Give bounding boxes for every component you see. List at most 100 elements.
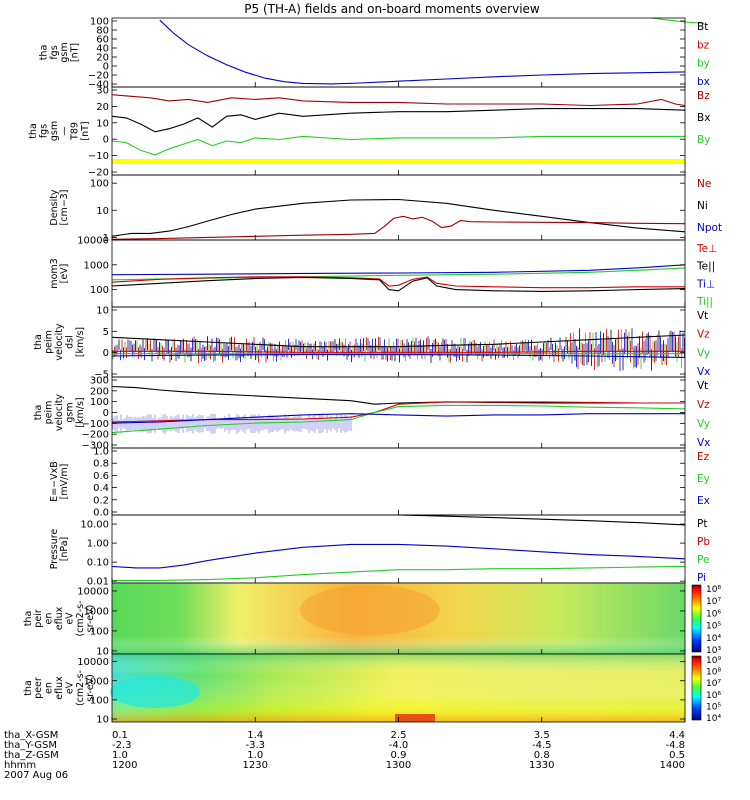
legend-entry-Ey: Ey (697, 473, 710, 485)
colorbar-tick-label: 10⁷ (706, 679, 721, 689)
y-axis-label: Pressure (49, 529, 60, 570)
y-axis-label: velocity (54, 394, 65, 432)
y-axis-label: [km/s] (75, 327, 86, 357)
ephemeris-value: -2.3 (112, 740, 132, 751)
y-tick-label: −200 (82, 430, 109, 441)
spectrogram-peak (300, 585, 440, 635)
y-tick-label: 0.01 (87, 577, 109, 588)
y-axis-label: velocity (54, 323, 65, 361)
ephemeris-value: 1.4 (247, 730, 263, 741)
y-axis-label: eV (64, 612, 75, 625)
series-line-Vz (112, 350, 685, 353)
y-tick-label: 40 (96, 44, 109, 55)
legend-entry-Te⊥: Te⊥ (696, 243, 717, 255)
y-axis-label: [cm−3] (59, 190, 70, 226)
y-tick-label: 1.0 (93, 447, 109, 458)
panel-mom_temp: 10000 1000 100 mom3 [eV] Te⊥ Te|| Ti⊥ Ti|| (49, 236, 717, 309)
y-tick-label: 100 (90, 397, 109, 408)
ephemeris-row-label: tha_X-GSM (4, 730, 58, 741)
legend-entry-Vz: Vz (697, 399, 710, 411)
ephemeris-value: 0.1 (112, 730, 128, 741)
panel-pressure: 10.00 1.00 0.10 0.01 Pressure [nPa] Pt Pb Pe Pi (49, 514, 710, 588)
panel-fgs_detrend: 30 20 10 0 −10 −20 tha fgs gsm — T89 [nT] Bz Bx By (28, 86, 710, 179)
series-line-Pi (111, 543, 686, 569)
legend-entry-Ne: Ne (697, 178, 711, 190)
y-tick-label: 0.2 (93, 495, 109, 506)
y-tick-label: 10 (96, 715, 109, 726)
ephemeris-value: 0.5 (669, 750, 685, 761)
ephemeris-value: 3.5 (534, 730, 550, 741)
series-line-Te⊥ (111, 276, 685, 289)
series-line-Vx (111, 354, 686, 358)
series-line-Vt (111, 334, 686, 348)
colorbar-tick-label: 10⁴ (706, 634, 721, 644)
colorbar-tick-label: 10⁸ (706, 585, 721, 595)
series-line-Pe (112, 565, 686, 581)
y-tick-label: 20 (96, 102, 109, 113)
panel-frame (111, 17, 686, 88)
y-tick-label: 100 (90, 17, 109, 28)
y-tick-label: 10000 (77, 586, 109, 597)
y-axis-label: tha (33, 405, 44, 421)
legend-entry-Te||: Te|| (696, 261, 715, 273)
y-tick-label: 1000 (84, 606, 109, 617)
panel-frame (111, 376, 686, 449)
y-axis-label: en (44, 682, 55, 694)
ephemeris-value: 1330 (529, 760, 554, 771)
y-axis-label: [nPa] (59, 537, 70, 562)
colorbar-tick-label: 10⁹ (706, 656, 721, 666)
y-tick-label: 200 (90, 386, 109, 397)
y-tick-label: 1000 (84, 676, 109, 687)
figure-title: P5 (TH-A) fields and on-board moments ov… (244, 2, 540, 16)
y-tick-label: 10.00 (80, 520, 109, 531)
ephemeris-value: 0.9 (391, 750, 407, 761)
colorbar (691, 584, 702, 653)
legend-entry-Bx: Bx (697, 112, 710, 124)
legend-entry-Ex: Ex (697, 495, 710, 507)
legend-entry-Vx: Vx (697, 366, 710, 378)
y-tick-label: 30 (96, 86, 109, 97)
y-axis-label: (cm2-s- (75, 670, 86, 706)
y-tick-label: 10000 (77, 236, 109, 247)
y-tick-label: 1000 (84, 260, 109, 271)
panel-frame (111, 447, 686, 516)
legend-entry-Bt: Bt (697, 21, 708, 33)
colorbar-tick-label: 10³ (706, 646, 721, 656)
panel-vel_electron: 10 5 0 −5 tha peim velocity dsl [km/s] Vt Vz Vy Vx (33, 306, 710, 381)
y-axis-label: [mV/m] (59, 464, 70, 500)
y-tick-label: 5 (103, 327, 109, 338)
y-tick-label: 20 (96, 53, 109, 64)
y-tick-label: 100 (90, 179, 109, 190)
y-tick-label: −100 (82, 419, 109, 430)
spectrogram-low-energy-region (110, 676, 200, 708)
legend-entry-By: By (697, 134, 710, 146)
legend-entry-Vy: Vy (697, 418, 710, 430)
legend-entry-Ni: Ni (697, 200, 708, 212)
y-axis-label: peir (33, 609, 44, 628)
y-axis-label: peer (33, 677, 44, 699)
series-line-Ne (111, 215, 686, 240)
legend-entry-Ez: Ez (697, 451, 710, 463)
ephemeris-value: -4.8 (665, 740, 685, 751)
legend-entry-Ti⊥: Ti⊥ (696, 278, 715, 290)
y-tick-label: 100 (90, 626, 109, 637)
y-axis-label: mom3 (49, 258, 60, 288)
ephemeris-value: 4.4 (669, 730, 685, 741)
y-axis-label: — (59, 126, 70, 136)
series-line-Pt (398, 514, 686, 526)
y-axis-label: [eV] (59, 264, 70, 284)
y-axis-label: [nT] (80, 121, 91, 140)
colorbar-tick-label: 10⁶ (706, 609, 721, 619)
y-axis-label: gsm (49, 121, 60, 141)
y-tick-label: 0 (103, 135, 109, 146)
legend-entry-by: by (697, 58, 710, 70)
series-line-Vt (111, 385, 685, 405)
series-line-Bx (111, 108, 686, 133)
y-tick-label: −5 (94, 370, 109, 381)
y-axis-label: dsl (64, 335, 75, 349)
y-tick-label: 10000 (77, 657, 109, 668)
y-axis-label: fgs (49, 45, 60, 59)
panel-frame (111, 514, 686, 584)
